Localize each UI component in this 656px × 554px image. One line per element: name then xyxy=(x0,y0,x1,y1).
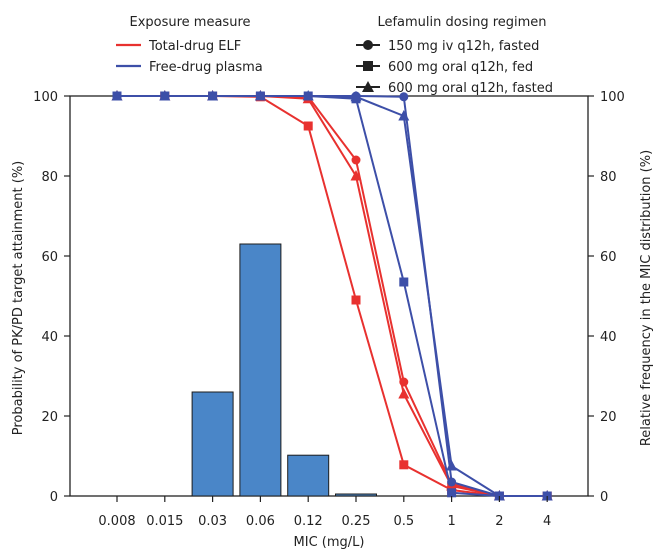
series-marker-1-6 xyxy=(399,460,409,470)
x-tick-label-0.03: 0.03 xyxy=(198,514,227,529)
legend-regimen: Lefamulin dosing regimen 150 mg iv q12h,… xyxy=(356,15,553,96)
mic-bar-0.03 xyxy=(191,391,234,497)
x-axis-label: MIC (mg/L) xyxy=(294,535,365,550)
y-right-tick-label-60: 60 xyxy=(600,250,617,265)
x-tick-label-0.12: 0.12 xyxy=(294,514,323,529)
y-left-tick-label-0: 0 xyxy=(50,490,58,505)
plot-frame xyxy=(69,95,589,497)
y-right-tick-label-0: 0 xyxy=(600,490,608,505)
series-marker-5-3 xyxy=(254,90,266,101)
series-line-5-triangle xyxy=(117,95,548,497)
y-left-tick-label-100: 100 xyxy=(33,90,58,105)
x-tick-label-0.5: 0.5 xyxy=(393,514,414,529)
series-line-1-square xyxy=(117,95,548,497)
series-marker-5-6 xyxy=(398,110,410,121)
legend-label-oral-fed: 600 mg oral q12h, fed xyxy=(388,60,533,75)
y-left-tick-label-40: 40 xyxy=(41,330,58,345)
y-right-tick-label-20: 20 xyxy=(600,410,617,425)
y-axis-right-label: Relative frequency in the MIC distributi… xyxy=(639,150,654,446)
bars-layer xyxy=(191,243,377,497)
legend-regimen-title: Lefamulin dosing regimen xyxy=(377,15,546,30)
series-marker-3-7 xyxy=(447,477,457,487)
series-marker-3-6 xyxy=(399,92,409,102)
ticks-layer: 0 0 20 20 40 40 60 60 80 80 100 100 0.008 0.015 0.03 0.… xyxy=(33,90,625,529)
y-right-tick-label-100: 100 xyxy=(600,90,625,105)
legend-label-iv-fasted: 150 mg iv q12h, fasted xyxy=(388,39,539,54)
series-line-4-square xyxy=(117,95,548,497)
series-marker-2-6 xyxy=(398,388,410,399)
series-marker-1-5 xyxy=(351,295,361,305)
mic-bar-0.06 xyxy=(239,243,282,497)
legend-label-total-elf: Total-drug ELF xyxy=(148,39,241,54)
legend-marker-triangle xyxy=(362,81,374,92)
x-tick-label-0.008: 0.008 xyxy=(98,514,135,529)
markers-layer xyxy=(111,90,553,501)
y-left-tick-label-80: 80 xyxy=(41,170,58,185)
series-marker-5-2 xyxy=(207,90,219,101)
series-marker-0-5 xyxy=(351,155,361,165)
series-line-0-circle xyxy=(117,95,548,497)
y-right-tick-label-40: 40 xyxy=(600,330,617,345)
series-marker-5-9 xyxy=(541,490,553,501)
y-right-tick-label-80: 80 xyxy=(600,170,617,185)
series-marker-5-7 xyxy=(446,460,458,471)
x-tick-label-0.06: 0.06 xyxy=(246,514,275,529)
y-axis-left-label: Probability of PK/PD target attainment (… xyxy=(11,161,26,436)
series-marker-5-4 xyxy=(302,90,314,101)
series-marker-1-4 xyxy=(303,121,313,131)
series-marker-5-1 xyxy=(159,90,171,101)
x-tick-label-0.25: 0.25 xyxy=(342,514,371,529)
y-left-tick-label-20: 20 xyxy=(41,410,58,425)
series-line-2-triangle xyxy=(117,95,548,497)
series-marker-5-5 xyxy=(350,90,362,102)
legend-label-oral-fasted: 600 mg oral q12h, fasted xyxy=(388,81,553,96)
mic-bar-0.25 xyxy=(335,493,377,497)
series-marker-5-0 xyxy=(111,90,123,101)
x-tick-label-0.015: 0.015 xyxy=(146,514,183,529)
series-marker-4-7 xyxy=(447,488,457,498)
x-tick-label-2: 2 xyxy=(495,514,503,529)
series-marker-2-5 xyxy=(350,170,362,181)
lines-layer xyxy=(117,95,548,497)
legend-marker-square xyxy=(363,61,373,71)
x-tick-label-1: 1 xyxy=(447,514,455,529)
series-line-3-circle xyxy=(117,95,548,497)
x-tick-label-4: 4 xyxy=(543,514,551,529)
series-marker-0-6 xyxy=(399,377,409,387)
legend-label-free-plasma: Free-drug plasma xyxy=(149,60,263,75)
series-marker-4-6 xyxy=(399,277,409,287)
legend-marker-circle xyxy=(363,40,373,50)
legend-exposure-title: Exposure measure xyxy=(129,15,250,30)
series-marker-5-8 xyxy=(493,490,505,501)
y-left-tick-label-60: 60 xyxy=(41,250,58,265)
legend-exposure: Exposure measure Total-drug ELF Free-dru… xyxy=(116,15,263,75)
mic-bar-0.12 xyxy=(287,454,330,497)
